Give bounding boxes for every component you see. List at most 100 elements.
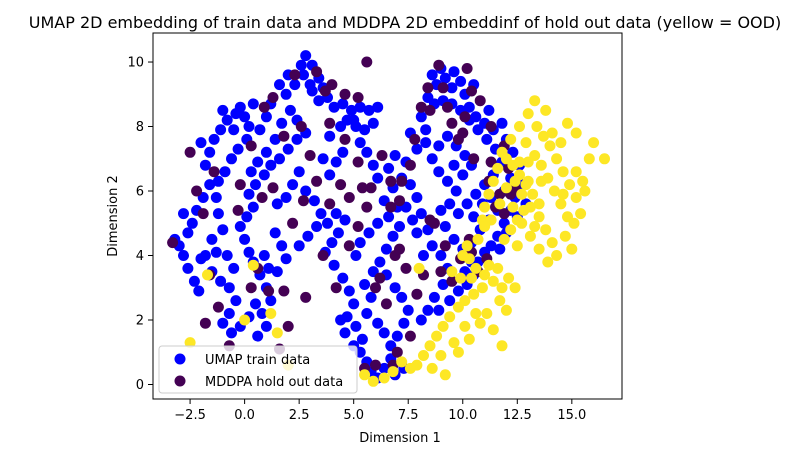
data-point-s1-101 (428, 217, 440, 229)
data-point-s0-178 (444, 198, 456, 210)
data-point-s2-65 (557, 188, 569, 200)
data-point-s0-48 (241, 211, 253, 223)
data-point-s0-88 (308, 195, 320, 207)
data-point-s0-19 (232, 143, 244, 155)
data-point-s1-58 (446, 275, 458, 287)
data-point-s0-45 (243, 246, 255, 258)
data-point-s0-238 (372, 317, 384, 329)
data-point-s2-123 (511, 240, 523, 252)
y-tick-label: 6 (136, 185, 144, 200)
data-point-s0-249 (276, 240, 288, 252)
data-point-s2-31 (487, 175, 499, 187)
data-point-s2-77 (483, 259, 495, 271)
data-point-s1-3 (199, 317, 211, 329)
data-point-s2-44 (551, 250, 563, 261)
data-point-s1-73 (415, 101, 427, 113)
data-point-s0-265 (341, 114, 353, 126)
data-point-s1-55 (400, 262, 412, 274)
data-point-s1-16 (304, 150, 316, 161)
data-point-s0-2 (182, 262, 194, 274)
data-point-s1-53 (411, 288, 423, 300)
data-point-s2-42 (540, 224, 552, 236)
data-point-s0-199 (463, 101, 475, 113)
data-point-s2-11 (529, 150, 541, 161)
data-point-s2-20 (564, 179, 576, 191)
data-point-s2-73 (496, 282, 508, 294)
data-point-s2-105 (500, 304, 512, 316)
x-tick-label: 5.0 (343, 408, 364, 423)
legend-marker-train (174, 353, 186, 365)
data-point-s2-93 (359, 369, 371, 381)
data-point-s1-35 (376, 150, 388, 161)
legend: UMAP train data MDDPA hold out data (158, 345, 358, 394)
x-tick-label: 0.0 (234, 408, 255, 423)
data-point-s1-21 (208, 166, 220, 178)
data-point-s2-81 (452, 301, 464, 313)
data-point-s1-45 (361, 201, 373, 213)
data-point-s2-67 (522, 175, 534, 187)
y-tick-label: 8 (136, 120, 144, 135)
data-point-s0-56 (291, 133, 303, 145)
data-point-s2-110 (446, 266, 458, 278)
data-point-s0-273 (494, 243, 506, 255)
data-point-s0-215 (442, 175, 453, 187)
data-point-s0-61 (245, 166, 257, 178)
data-point-s0-143 (324, 169, 336, 181)
data-point-s2-121 (457, 250, 469, 261)
data-point-s0-160 (444, 295, 456, 307)
data-point-s1-40 (352, 221, 364, 232)
data-point-s0-134 (367, 159, 379, 171)
data-point-s0-58 (269, 133, 281, 145)
data-point-s0-84 (287, 179, 299, 191)
data-point-s1-20 (234, 179, 246, 191)
data-point-s2-78 (476, 282, 488, 294)
data-point-s2-61 (520, 137, 532, 149)
data-point-s2-66 (535, 175, 547, 187)
data-point-s2-55 (570, 127, 582, 139)
data-point-s1-48 (370, 359, 381, 371)
data-point-s1-37 (394, 195, 405, 207)
data-point-s2-118 (239, 314, 251, 326)
x-tick-label: 12.5 (503, 408, 532, 423)
data-point-s2-86 (418, 350, 429, 361)
data-point-s0-153 (435, 250, 447, 261)
data-point-s2-115 (247, 259, 259, 271)
data-point-s2-98 (474, 317, 486, 329)
data-point-s2-23 (544, 140, 556, 152)
data-point-s2-111 (455, 272, 467, 284)
data-point-s0-214 (450, 185, 462, 197)
data-point-s1-33 (352, 156, 364, 168)
data-point-s0-161 (452, 285, 464, 297)
data-point-s0-46 (239, 233, 251, 245)
data-point-s0-55 (282, 143, 294, 155)
data-point-s1-7 (263, 285, 275, 297)
data-point-s0-144 (330, 156, 342, 168)
data-point-s1-97 (330, 282, 342, 294)
data-point-s0-166 (485, 240, 497, 252)
data-point-s0-129 (411, 192, 423, 203)
data-point-s1-43 (324, 198, 336, 210)
data-point-s0-157 (422, 304, 434, 316)
data-point-s1-2 (191, 185, 203, 197)
data-point-s0-49 (247, 201, 259, 213)
data-point-s2-84 (431, 330, 443, 342)
data-point-s0-258 (217, 104, 229, 116)
data-point-s0-114 (359, 279, 371, 290)
data-point-s1-27 (326, 79, 338, 91)
y-tick-label: 4 (136, 249, 144, 264)
data-point-s0-133 (372, 172, 384, 184)
data-point-s0-113 (365, 291, 377, 303)
data-point-s0-83 (293, 166, 305, 178)
data-point-s0-248 (269, 227, 281, 239)
data-point-s0-197 (455, 75, 467, 87)
data-point-s0-60 (252, 156, 264, 168)
data-point-s2-27 (514, 121, 525, 132)
data-point-s0-21 (219, 166, 231, 178)
data-point-s0-24 (212, 208, 224, 220)
data-point-s0-95 (339, 214, 351, 226)
data-point-s0-234 (398, 317, 410, 329)
data-point-s1-86 (461, 63, 473, 74)
data-point-s0-92 (293, 240, 305, 252)
data-point-s0-257 (228, 124, 240, 136)
data-point-s0-20 (226, 153, 237, 165)
